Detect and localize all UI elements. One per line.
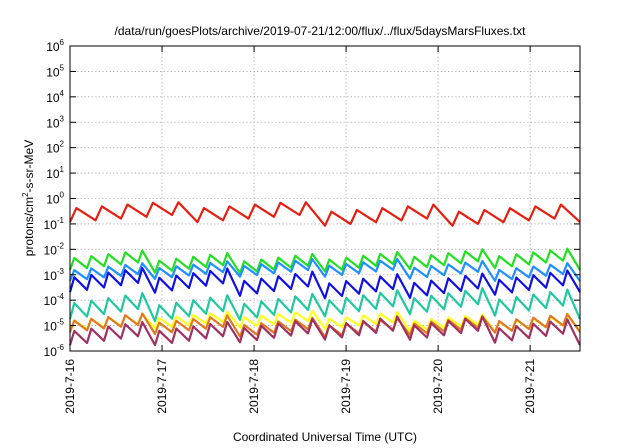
y-tick-label: 100 bbox=[46, 191, 64, 207]
y-axis-label-superscript: 2 bbox=[21, 192, 30, 197]
y-tick-label: 103 bbox=[46, 114, 64, 130]
x-tick-label: 2019-7-19 bbox=[339, 359, 353, 414]
ticks: 10-6 10-5 10-4 10-3 10-2 10-1 100 101 102 103 104 1… bbox=[44, 38, 580, 414]
y-tick-label: 101 bbox=[46, 165, 64, 181]
series-line bbox=[68, 201, 581, 227]
chart-title: /data/run/goesPlots/archive/2019-07-21/1… bbox=[115, 24, 527, 38]
series-line bbox=[68, 315, 581, 347]
y-tick-label: 10-2 bbox=[44, 241, 65, 257]
y-tick-label: 10-1 bbox=[44, 216, 65, 232]
x-tick-label: 2019-7-20 bbox=[431, 359, 445, 414]
series-layer bbox=[68, 201, 582, 347]
x-tick-label: 2019-7-16 bbox=[63, 359, 77, 414]
y-axis-label-part1: protons/cm bbox=[22, 197, 36, 256]
y-tick-label: 105 bbox=[46, 63, 64, 79]
x-tick-label: 2019-7-17 bbox=[155, 359, 169, 414]
series-line bbox=[68, 287, 582, 323]
x-axis-label: Coordinated Universal Time (UTC) bbox=[233, 430, 417, 444]
x-tick-label: 2019-7-18 bbox=[247, 359, 261, 414]
y-tick-label: 104 bbox=[46, 89, 64, 105]
series-line bbox=[68, 266, 581, 300]
y-axis-label: protons/cm2-s-sr-MeV bbox=[21, 140, 36, 256]
grid bbox=[70, 46, 580, 351]
y-tick-label: 10-3 bbox=[44, 267, 65, 283]
y-tick-label: 102 bbox=[46, 140, 64, 156]
x-tick-label: 2019-7-21 bbox=[523, 359, 537, 414]
y-tick-label: 10-4 bbox=[44, 292, 65, 308]
series-line bbox=[68, 257, 581, 282]
y-axis-label-part2: -s-sr-MeV bbox=[22, 140, 36, 193]
y-tick-label: 106 bbox=[46, 38, 64, 54]
series-line bbox=[68, 247, 581, 275]
y-tick-label: 10-5 bbox=[44, 318, 65, 334]
y-tick-label: 10-6 bbox=[44, 343, 65, 359]
